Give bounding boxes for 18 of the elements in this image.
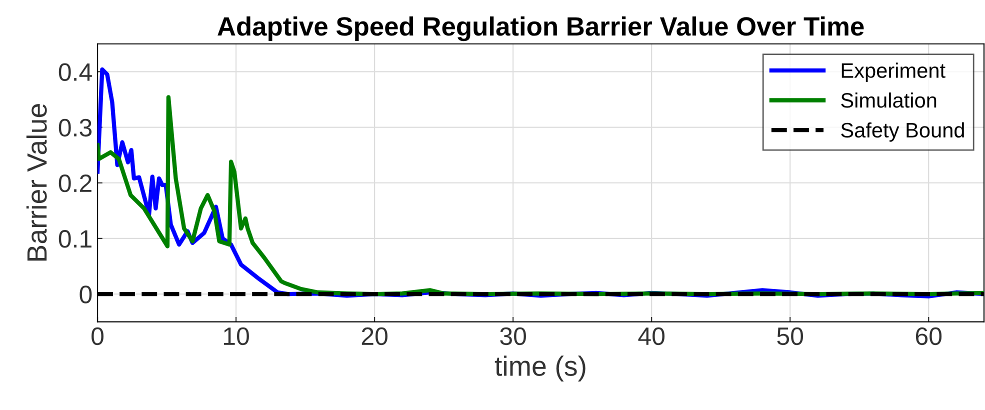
legend-label: Experiment xyxy=(842,62,946,82)
x-tick-label: 30 xyxy=(500,327,526,346)
chart-title: Adaptive Speed Regulation Barrier Value Over Time xyxy=(218,16,864,42)
x-tick-label: 50 xyxy=(777,327,804,346)
y-tick-label: 0.4 xyxy=(58,63,92,81)
legend-label: Simulation xyxy=(841,92,936,108)
legend-label: Safety Bound xyxy=(841,122,964,142)
x-axis-title: time (s) xyxy=(494,356,586,382)
x-tick-label: 10 xyxy=(224,327,249,346)
x-tick-label: 60 xyxy=(916,327,942,346)
x-tick-label: 0 xyxy=(92,327,104,346)
x-tick-label: 40 xyxy=(638,327,665,346)
y-tick-label: 0 xyxy=(80,286,92,304)
y-tick-label: 0.3 xyxy=(58,118,92,137)
x-tick-label: 20 xyxy=(362,327,388,346)
y-tick-label: 0.2 xyxy=(58,174,92,192)
y-tick-label: 0.1 xyxy=(58,230,92,248)
y-axis-title: Barrier Value xyxy=(26,104,47,261)
